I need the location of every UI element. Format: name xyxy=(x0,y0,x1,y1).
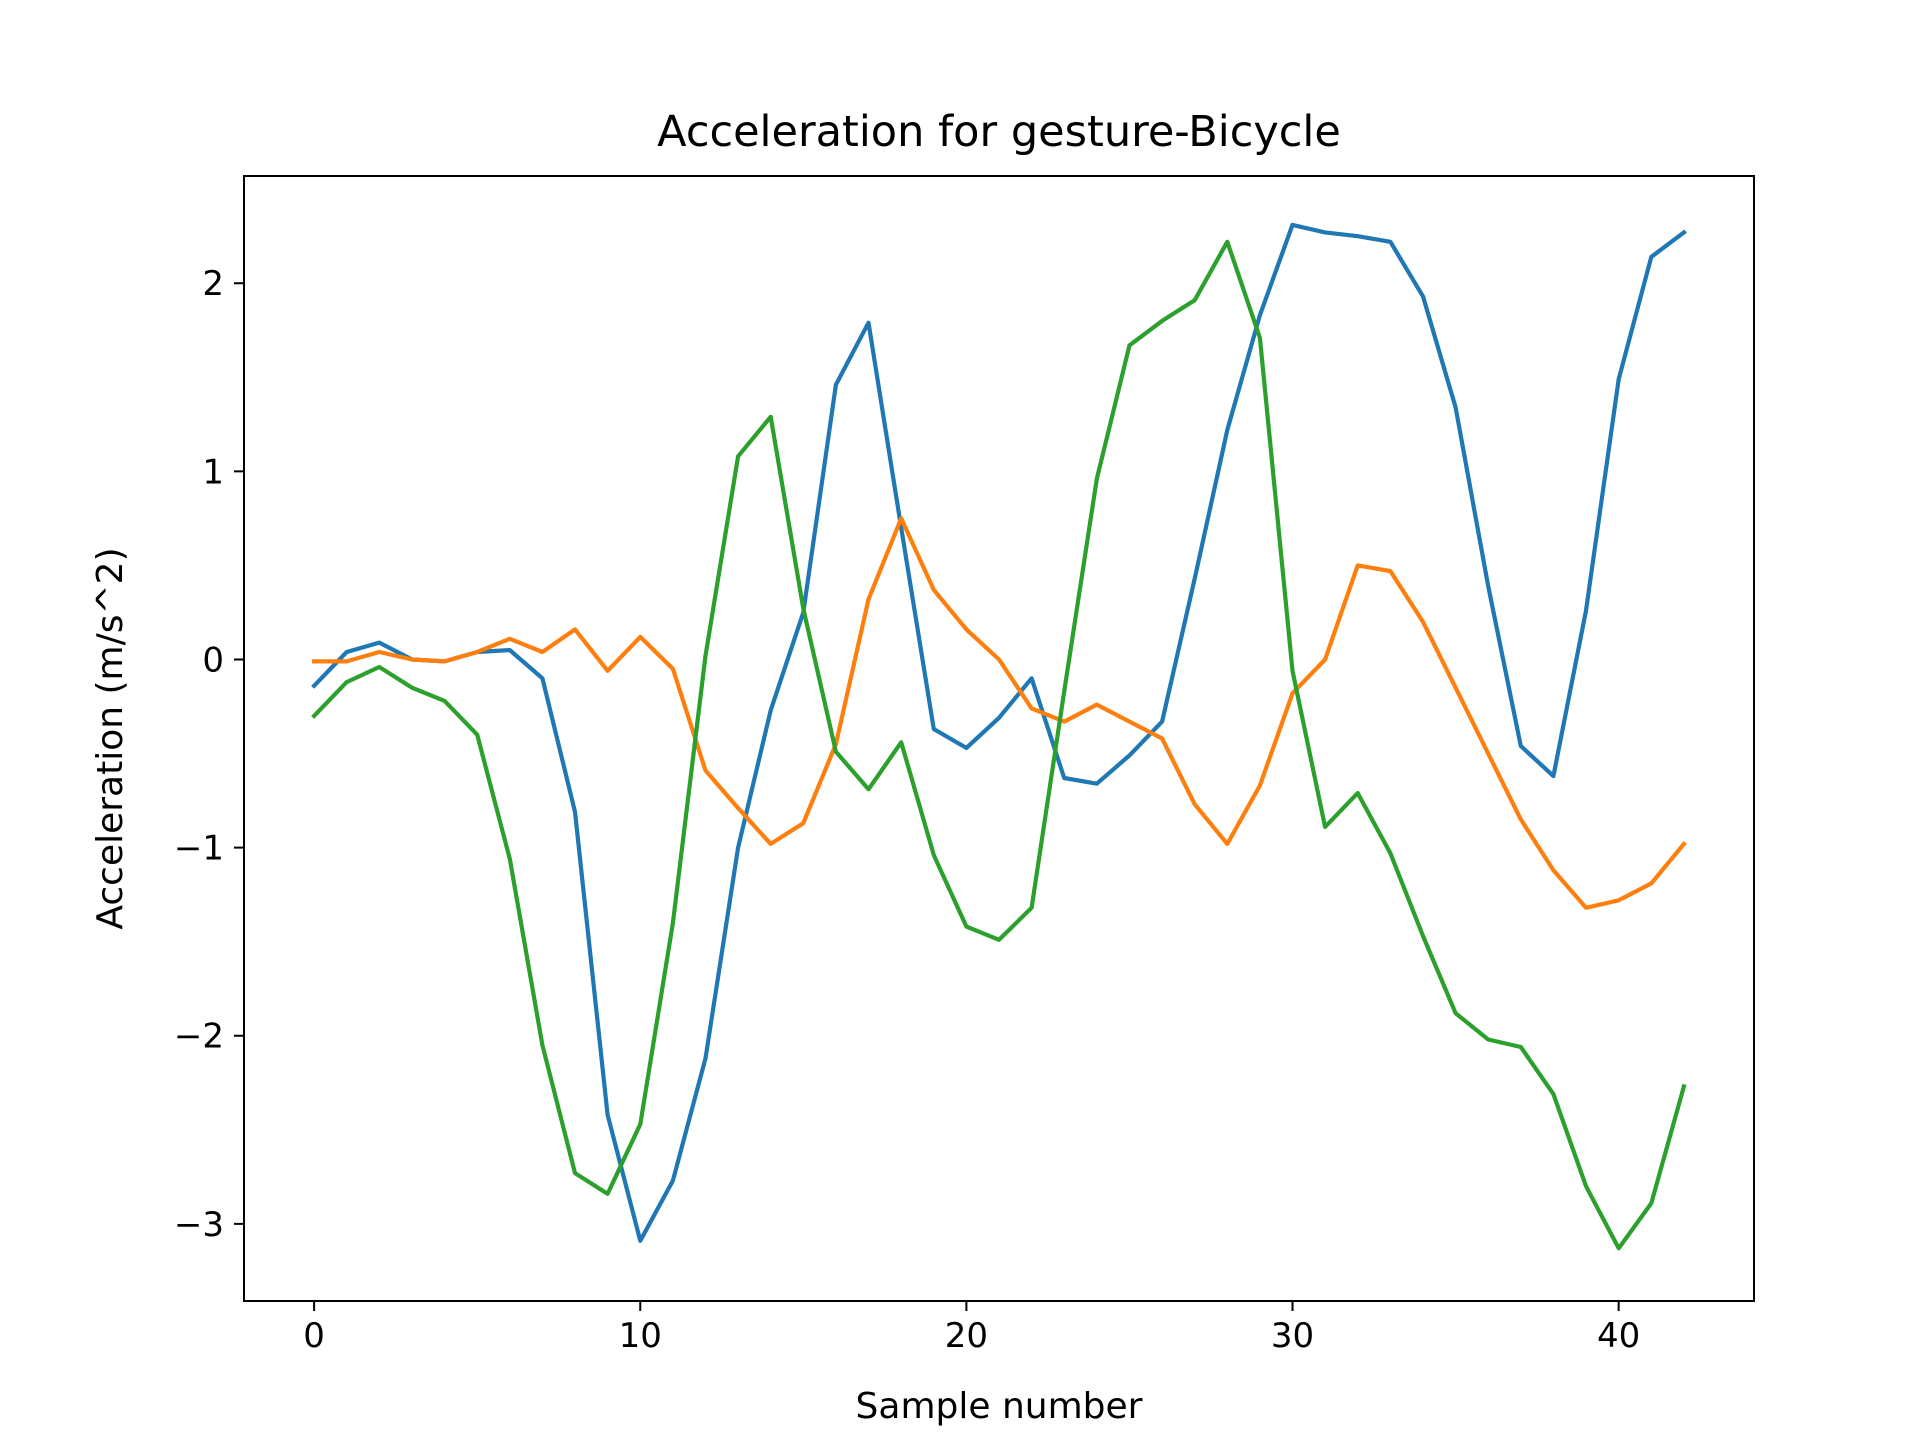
y-tick-label: −2 xyxy=(174,1017,224,1057)
x-tick-label: 40 xyxy=(1597,1316,1640,1356)
y-tick-label: 2 xyxy=(202,264,224,304)
chart-title: Acceleration for gesture-Bicycle xyxy=(657,107,1341,157)
series-layer xyxy=(311,222,1687,1251)
x-tick-label: 10 xyxy=(619,1316,662,1356)
y-tick-label: 1 xyxy=(202,452,224,492)
y-tick-label: −1 xyxy=(174,829,224,869)
plot-frame xyxy=(243,175,1755,1302)
ticks-layer: 0 10 20 30 40 −3 −2 −1 0 1 2 xyxy=(174,264,1640,1356)
series-line-3 xyxy=(311,239,1687,1251)
x-tick-label: 30 xyxy=(1271,1316,1314,1356)
x-tick-label: 20 xyxy=(945,1316,988,1356)
series-line-1 xyxy=(311,222,1687,1243)
series-line-2 xyxy=(312,516,1687,910)
x-tick-label: 0 xyxy=(303,1316,325,1356)
y-tick-label: −3 xyxy=(174,1205,224,1245)
y-axis-label: Acceleration (m/s^2) xyxy=(90,547,131,929)
x-axis-label: Sample number xyxy=(856,1386,1143,1427)
y-tick-label: 0 xyxy=(202,640,224,680)
